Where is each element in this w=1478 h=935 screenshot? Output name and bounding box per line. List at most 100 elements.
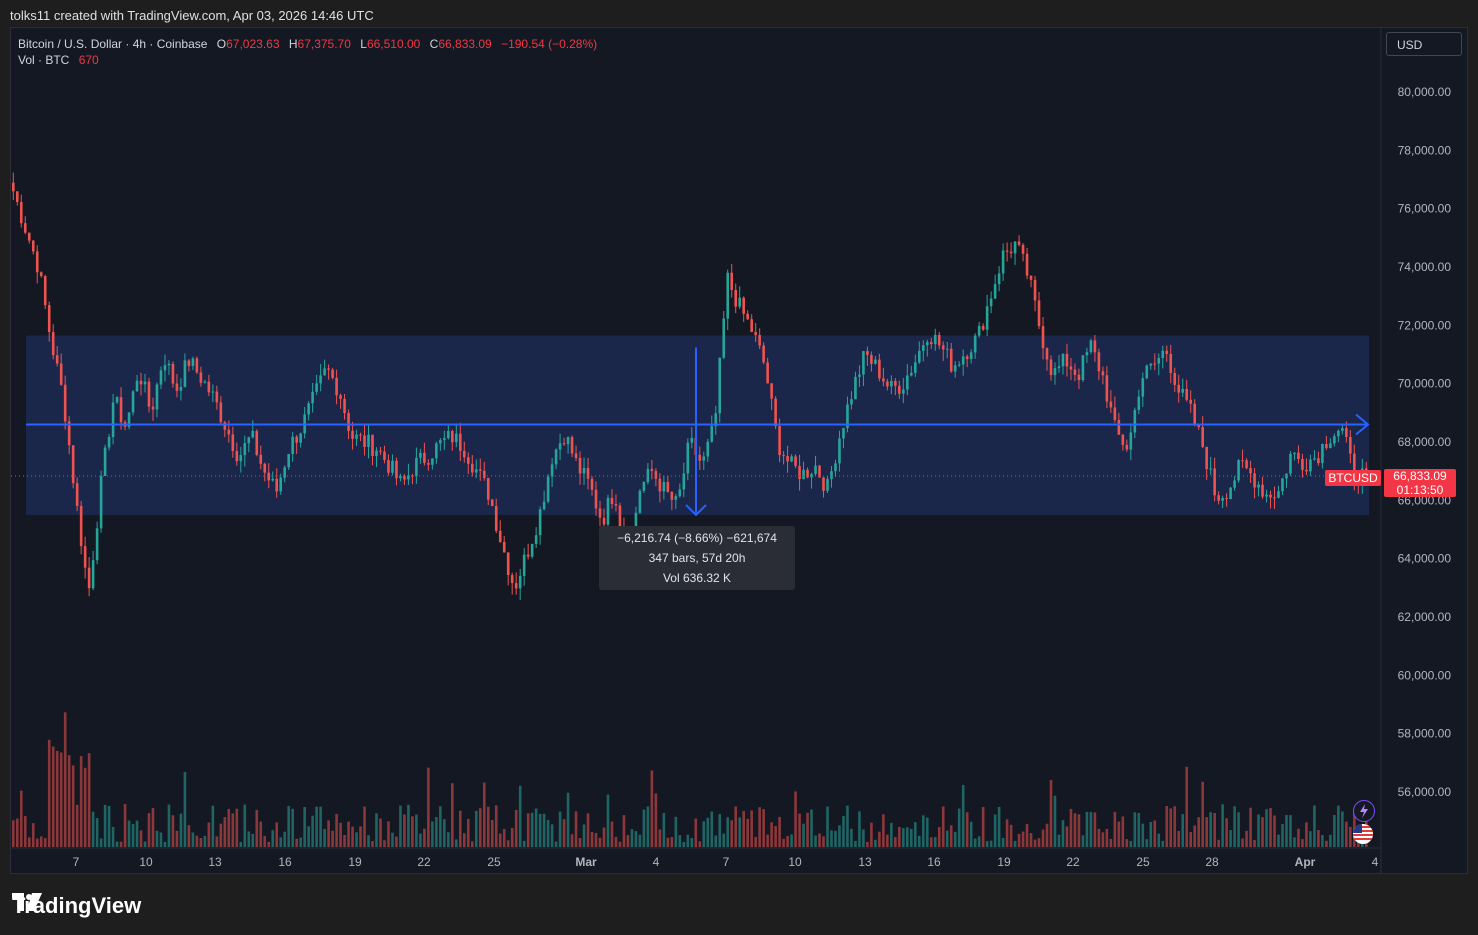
volume-bar bbox=[1089, 812, 1093, 847]
volume-bar bbox=[810, 809, 813, 847]
time-tick-label: 16 bbox=[278, 855, 292, 869]
volume-bar bbox=[546, 819, 550, 847]
candle-body bbox=[646, 468, 650, 482]
candle-body bbox=[459, 433, 462, 451]
volume-bar bbox=[1309, 831, 1312, 847]
candle-body bbox=[223, 422, 227, 430]
candle-body bbox=[1201, 427, 1204, 447]
volume-bar bbox=[750, 810, 753, 847]
volume-bar bbox=[790, 834, 793, 847]
volume-bar bbox=[714, 835, 718, 847]
candle-body bbox=[255, 430, 259, 455]
volume-bar bbox=[1005, 819, 1009, 847]
price-tick-label: 72,000.00 bbox=[1398, 318, 1452, 332]
volume-bar bbox=[1157, 833, 1161, 847]
candle-body bbox=[71, 445, 75, 484]
volume-bar bbox=[1029, 833, 1033, 847]
candle-body bbox=[311, 391, 314, 404]
candle-body bbox=[594, 489, 598, 509]
candle-body bbox=[706, 441, 710, 457]
candle-body bbox=[1053, 368, 1057, 376]
volume-bar bbox=[1113, 811, 1117, 847]
volume-bar bbox=[1193, 825, 1196, 847]
volume-bar bbox=[846, 805, 849, 847]
candle-body bbox=[953, 365, 957, 372]
candle-body bbox=[375, 450, 378, 456]
volume-bar bbox=[163, 841, 167, 847]
candle-body bbox=[179, 386, 183, 391]
us-flag-icon[interactable] bbox=[1353, 824, 1373, 844]
candle-body bbox=[874, 359, 877, 364]
candle-body bbox=[1077, 374, 1081, 381]
volume-bar bbox=[929, 837, 933, 847]
candle-body bbox=[411, 475, 414, 477]
volume-bar bbox=[554, 841, 558, 847]
volume-bar bbox=[1069, 808, 1073, 847]
volume-bar bbox=[75, 804, 79, 847]
candle-body bbox=[1337, 430, 1340, 437]
candle-body bbox=[283, 467, 286, 478]
volume-bar bbox=[271, 830, 275, 847]
candle-body bbox=[750, 319, 753, 332]
volume-bar bbox=[455, 839, 458, 847]
candle-body bbox=[602, 517, 606, 525]
time-tick-label: 25 bbox=[1136, 855, 1150, 869]
candle-body bbox=[945, 348, 949, 350]
candle-body bbox=[1061, 353, 1065, 367]
volume-bar bbox=[299, 837, 302, 847]
candle-body bbox=[650, 468, 654, 472]
candle-body bbox=[175, 383, 179, 391]
lightning-icon[interactable] bbox=[1353, 800, 1375, 822]
candle-body bbox=[431, 458, 434, 465]
volume-bar bbox=[447, 832, 450, 847]
time-tick-label: 7 bbox=[73, 855, 80, 869]
volume-bar bbox=[1221, 804, 1224, 847]
candle-body bbox=[111, 402, 115, 437]
candle-body bbox=[1145, 365, 1149, 379]
candle-body bbox=[981, 325, 985, 330]
candle-body bbox=[147, 381, 151, 407]
volume-bar bbox=[662, 812, 666, 847]
currency-selector[interactable]: USD bbox=[1386, 32, 1462, 56]
time-tick-label: 19 bbox=[997, 855, 1011, 869]
volume-bar bbox=[654, 793, 658, 847]
candle-body bbox=[610, 497, 614, 504]
candle-body bbox=[1137, 396, 1141, 410]
volume-bar bbox=[910, 828, 913, 847]
volume-bar bbox=[746, 818, 749, 847]
candle-body bbox=[1185, 388, 1189, 400]
volume-bar bbox=[103, 804, 107, 847]
candle-body bbox=[754, 331, 757, 336]
volume-bar bbox=[1213, 813, 1216, 847]
candle-body bbox=[1237, 460, 1240, 481]
volume-bar bbox=[1045, 823, 1049, 847]
candle-body bbox=[1069, 366, 1073, 370]
candle-body bbox=[1037, 300, 1041, 327]
volume-bar bbox=[427, 767, 430, 847]
candle-body bbox=[730, 272, 734, 290]
volume-bar bbox=[1105, 828, 1109, 847]
volume-bar bbox=[43, 838, 47, 847]
volume-bar bbox=[778, 816, 781, 847]
volume-bar bbox=[1065, 826, 1069, 847]
candle-body bbox=[1353, 453, 1356, 481]
candle-body bbox=[674, 496, 678, 500]
volume-bar bbox=[574, 811, 578, 847]
volume-bar bbox=[610, 821, 614, 847]
volume-bar bbox=[1197, 817, 1200, 847]
candle-body bbox=[1305, 469, 1308, 472]
tradingview-logo[interactable]: TradingView bbox=[12, 893, 141, 919]
volume-bar bbox=[367, 835, 370, 847]
volume-bar bbox=[239, 841, 243, 847]
volume-bar bbox=[95, 818, 99, 847]
volume-bar bbox=[806, 812, 809, 847]
volume-bar bbox=[1305, 822, 1308, 847]
time-tick-label: 4 bbox=[653, 855, 660, 869]
legend-volume-label: Vol · BTC bbox=[18, 53, 70, 67]
volume-bar bbox=[538, 813, 542, 847]
volume-bar bbox=[323, 828, 326, 847]
volume-bar bbox=[1153, 820, 1157, 847]
volume-bar bbox=[1345, 821, 1348, 847]
volume-bar bbox=[335, 814, 338, 847]
